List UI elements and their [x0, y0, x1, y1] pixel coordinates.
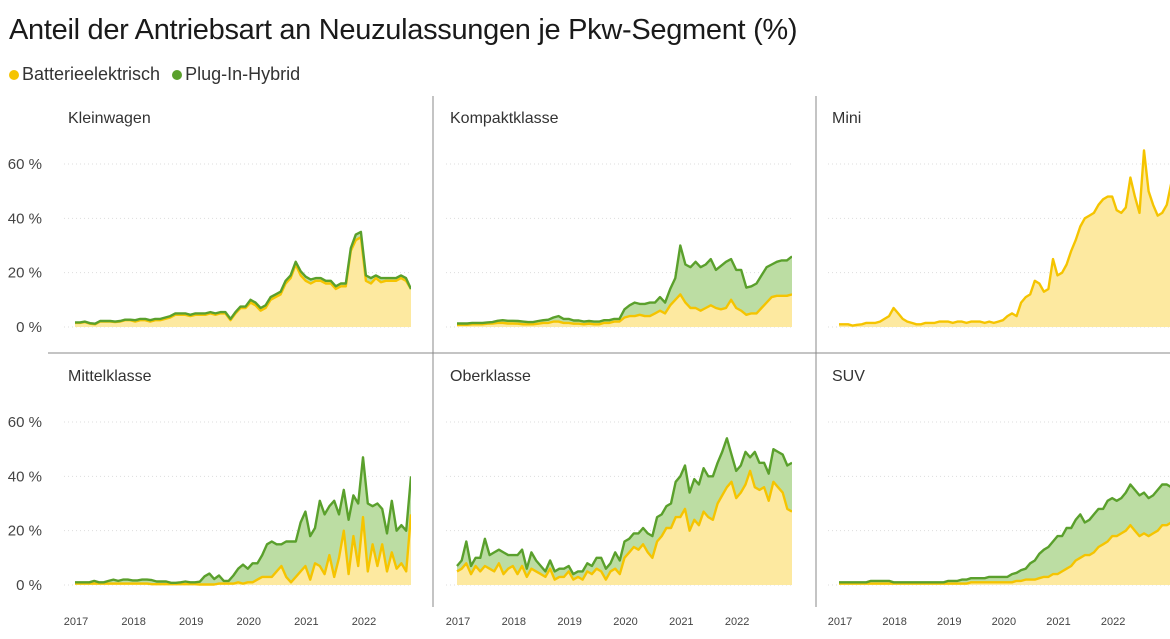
mini-bev-area — [839, 150, 1170, 327]
suv-phev-area — [839, 484, 1170, 584]
kleinwagen-ytick-label: 0 % — [16, 319, 42, 336]
legend-dot-bev-icon — [9, 69, 19, 80]
oberklasse-phev-line — [456, 437, 792, 576]
kompaktklasse-bev-area — [457, 294, 792, 327]
kleinwagen-panel-title: Kleinwagen — [68, 110, 151, 127]
mittelklasse-ytick-label: 20 % — [8, 523, 42, 540]
suv-xtick-label: 2019 — [937, 616, 961, 628]
mini-bev-line — [839, 149, 1170, 327]
mittelklasse-xtick-label: 2020 — [237, 616, 261, 628]
legend-item-bev: Batterieelektrisch — [9, 64, 160, 85]
suv-xtick-label: 2022 — [1101, 616, 1125, 628]
suv-xtick-label: 2021 — [1046, 616, 1070, 628]
kleinwagen-ytick-label: 60 % — [8, 156, 42, 173]
mittelklasse-ytick-label: 0 % — [16, 577, 42, 594]
kompaktklasse-phev-area — [457, 245, 792, 325]
legend-label-phev: Plug-In-Hybrid — [185, 64, 301, 84]
suv-xtick-label: 2018 — [882, 616, 906, 628]
mittelklasse-phev-area — [75, 457, 411, 585]
mittelklasse-xtick-label: 2018 — [121, 616, 145, 628]
oberklasse-phev-area — [457, 438, 792, 580]
legend-item-phev: Plug-In-Hybrid — [172, 64, 300, 85]
mittelklasse-ytick-label: 40 % — [8, 468, 42, 485]
chart-title: Anteil der Antriebsart an Neuzulassungen… — [9, 14, 798, 46]
oberklasse-bev-line — [456, 469, 792, 581]
kleinwagen-phev-line — [75, 230, 411, 325]
kompaktklasse-bev-line — [457, 293, 792, 326]
kleinwagen-ytick-label: 40 % — [8, 210, 42, 227]
oberklasse-xtick-label: 2017 — [446, 616, 470, 628]
suv-bev-area — [839, 523, 1170, 585]
kompaktklasse-phev-line — [457, 244, 792, 325]
suv-xtick-label: 2020 — [992, 616, 1016, 628]
mittelklasse-xtick-label: 2022 — [352, 616, 376, 628]
oberklasse-xtick-label: 2019 — [557, 616, 581, 628]
oberklasse-xtick-label: 2020 — [613, 616, 637, 628]
mittelklasse-xtick-label: 2019 — [179, 616, 203, 628]
suv-panel-title: SUV — [832, 368, 865, 385]
kompaktklasse-panel-title: Kompaktklasse — [450, 110, 559, 127]
mittelklasse-phev-line — [75, 456, 411, 584]
oberklasse-bev-area — [457, 470, 792, 585]
oberklasse-panel-title: Oberklasse — [450, 368, 531, 385]
legend-dot-phev-icon — [172, 69, 183, 80]
mittelklasse-panel-title: Mittelklasse — [68, 368, 152, 385]
oberklasse-xtick-label: 2018 — [502, 616, 526, 628]
suv-phev-line — [839, 483, 1170, 584]
legend-label-bev: Batterieelektrisch — [22, 64, 161, 84]
mittelklasse-xtick-label: 2017 — [64, 616, 88, 628]
kleinwagen-bev-area — [75, 237, 411, 327]
suv-bev-line — [839, 521, 1170, 585]
oberklasse-xtick-label: 2021 — [669, 616, 693, 628]
mittelklasse-bev-line — [75, 514, 411, 586]
kleinwagen-ytick-label: 20 % — [8, 265, 42, 282]
mittelklasse-ytick-label: 60 % — [8, 414, 42, 431]
oberklasse-xtick-label: 2022 — [725, 616, 749, 628]
legend: Batterieelektrisch Plug-In-Hybrid — [9, 64, 300, 85]
suv-xtick-label: 2017 — [828, 616, 852, 628]
mittelklasse-xtick-label: 2021 — [294, 616, 318, 628]
mini-panel-title: Mini — [832, 110, 861, 127]
